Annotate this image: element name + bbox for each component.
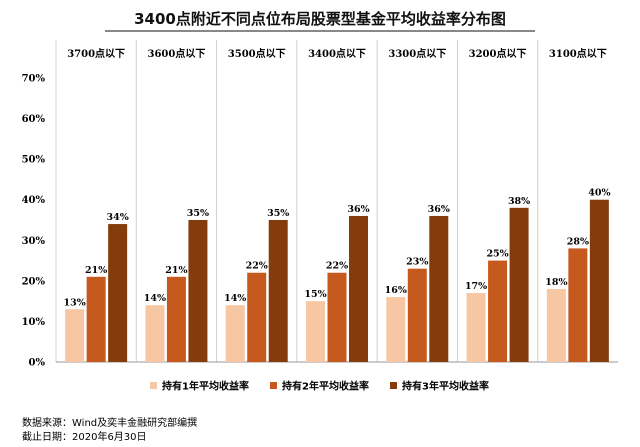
category-label: 3200点以下	[469, 47, 527, 60]
data-label: 22%	[246, 261, 268, 272]
bar	[407, 268, 427, 362]
bar	[188, 220, 208, 362]
data-label: 35%	[267, 208, 289, 219]
data-label: 13%	[64, 297, 86, 308]
bar	[568, 248, 588, 362]
data-label: 28%	[567, 236, 589, 247]
y-tick-label: 40%	[22, 195, 46, 206]
data-label: 35%	[187, 208, 209, 219]
category-label: 3100点以下	[549, 47, 607, 60]
legend-swatch	[270, 382, 277, 389]
source-note: 数据来源：Wind及奕丰金融研究部编撰	[22, 418, 198, 429]
bar	[327, 272, 347, 362]
y-tick-label: 20%	[22, 276, 46, 287]
legend: 持有1年平均收益率 持有2年平均收益率 持有3年平均收益率	[150, 380, 489, 393]
bar	[166, 276, 186, 362]
bar	[546, 288, 566, 362]
bar-labels: 13% 21% 34% 14% 21% 35% 14% 22% 35% 15% 22% 36% 16% 2…	[64, 188, 611, 309]
bar	[349, 215, 368, 362]
data-label: 25%	[486, 249, 508, 260]
bar	[108, 224, 128, 362]
bar	[466, 293, 486, 362]
data-label: 36%	[428, 204, 450, 215]
bar	[509, 207, 529, 362]
data-label: 16%	[385, 285, 407, 296]
data-label: 22%	[326, 261, 348, 272]
data-label: 40%	[588, 188, 610, 199]
bar	[247, 272, 267, 362]
y-tick-label: 60%	[22, 114, 46, 125]
date-note: 截止日期：2020年6月30日	[22, 432, 147, 443]
data-label: 14%	[224, 293, 246, 304]
bar	[65, 309, 85, 362]
bar	[268, 220, 288, 362]
y-tick-label: 50%	[22, 155, 46, 166]
legend-swatch	[390, 382, 397, 389]
bar	[589, 199, 609, 362]
data-label: 14%	[144, 293, 166, 304]
y-tick-label: 10%	[22, 317, 46, 328]
data-label: 23%	[406, 257, 428, 268]
data-label: 21%	[85, 265, 107, 276]
data-label: 15%	[304, 289, 326, 300]
y-tick-label: 30%	[22, 236, 46, 247]
y-tick-label: 0%	[29, 358, 46, 369]
y-tick-label: 70%	[22, 74, 46, 85]
group-dividers	[55, 40, 539, 362]
legend-swatch	[150, 382, 157, 389]
data-label: 18%	[545, 277, 567, 288]
bar	[86, 276, 106, 362]
legend-label: 持有3年平均收益率	[402, 380, 489, 393]
category-label: 3300点以下	[388, 47, 446, 60]
data-label: 21%	[165, 265, 187, 276]
data-label: 36%	[347, 204, 369, 215]
category-label: 3500点以下	[228, 47, 286, 60]
category-label: 3600点以下	[148, 47, 206, 60]
data-label: 17%	[465, 281, 487, 292]
bars	[65, 199, 609, 362]
legend-label: 持有2年平均收益率	[282, 380, 369, 393]
bar	[488, 260, 508, 362]
category-label: 3700点以下	[67, 47, 125, 60]
group-labels: 3700点以下 3600点以下 3500点以下 3400点以下 3300点以下 3200点…	[67, 47, 607, 60]
bar	[306, 301, 325, 362]
bar	[429, 215, 449, 362]
data-label: 34%	[107, 212, 129, 223]
category-label: 3400点以下	[308, 47, 366, 60]
legend-label: 持有1年平均收益率	[162, 380, 249, 393]
data-label: 38%	[508, 196, 530, 207]
chart-title: 3400点附近不同点位布局股票型基金平均收益率分布图	[134, 10, 506, 28]
bar	[386, 297, 406, 362]
bar	[145, 305, 165, 362]
bar	[225, 305, 245, 362]
